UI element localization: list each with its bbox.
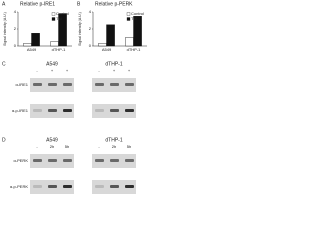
lane-label: 2h [50,144,54,149]
lane-label: + [51,68,54,73]
bar [125,37,134,47]
y-tick-label: 0 [14,43,17,48]
y-tick-label: 4 [14,9,17,14]
lane-label: 5h [127,144,131,149]
band [110,185,119,188]
legend-swatch [126,17,131,21]
lane-label: + [113,68,116,73]
y-tick-label: 0 [89,43,92,48]
band [33,159,42,162]
y-tick-label: 4 [89,9,92,14]
legend-label: TM [131,16,137,21]
lane-label: - [36,68,38,73]
cell-line: A549 [46,61,58,67]
figure: A Relative p-IRE1 Signal intensity (A.U.) 0… [2,1,147,194]
y-tick-label: 2 [89,26,92,31]
band [48,159,57,162]
x-tick-label: dTHP-1 [127,47,142,52]
band [125,109,134,112]
lane-label: 5h [65,144,69,149]
cell-line: dTHP-1 [105,61,122,67]
cell-line: dTHP-1 [105,137,122,143]
legend-label: TM [56,16,62,21]
lane-label: - [98,144,100,149]
band [125,83,134,86]
row-label: α-PERK [13,158,28,163]
lane-label: + [128,68,131,73]
legend-label: Control [131,11,144,16]
bar [133,16,142,47]
bar [106,24,115,47]
band [48,83,57,86]
band [95,109,104,112]
band [63,185,72,188]
band [63,109,72,112]
panel-label: A [2,1,6,7]
y-axis-label: Signal intensity (A.U.) [3,12,7,46]
legend-swatch [51,17,56,21]
lane-label: + [66,68,69,73]
legend-swatch [51,12,56,16]
bar [50,41,59,47]
legend-swatch [126,12,131,16]
band [125,185,134,188]
bar [31,33,40,47]
band [48,185,57,188]
band [125,159,134,162]
chart-title: Relative p-IRE1 [20,1,55,7]
lane-label: - [98,68,100,73]
cell-line: A549 [46,137,58,143]
band [110,159,119,162]
chart-title: Relative p-PERK [95,1,133,7]
lane-label: 2h [112,144,116,149]
row-label: α-p-PERK [10,184,28,189]
panel-label: B [77,1,81,7]
band [110,109,119,112]
bar [58,13,67,47]
row-label: α-p-IRE1 [12,108,29,113]
bar [23,43,32,47]
band [63,83,72,86]
band [110,83,119,86]
band [63,159,72,162]
x-tick-label: A549 [27,47,37,52]
band [33,83,42,86]
row-label: α-IRE1 [15,82,28,87]
band [33,109,42,112]
x-tick-label: dTHP-1 [52,47,67,52]
y-tick-label: 2 [14,26,17,31]
y-axis-label: Signal intensity (A.U.) [78,12,82,46]
band [95,159,104,162]
panel-label: C [2,61,6,67]
band [95,83,104,86]
bar [98,43,107,47]
band [95,185,104,188]
x-tick-label: A549 [102,47,112,52]
band [33,185,42,188]
panel-label: D [2,137,6,143]
band [48,109,57,112]
legend-label: Control [56,11,69,16]
lane-label: - [36,144,38,149]
